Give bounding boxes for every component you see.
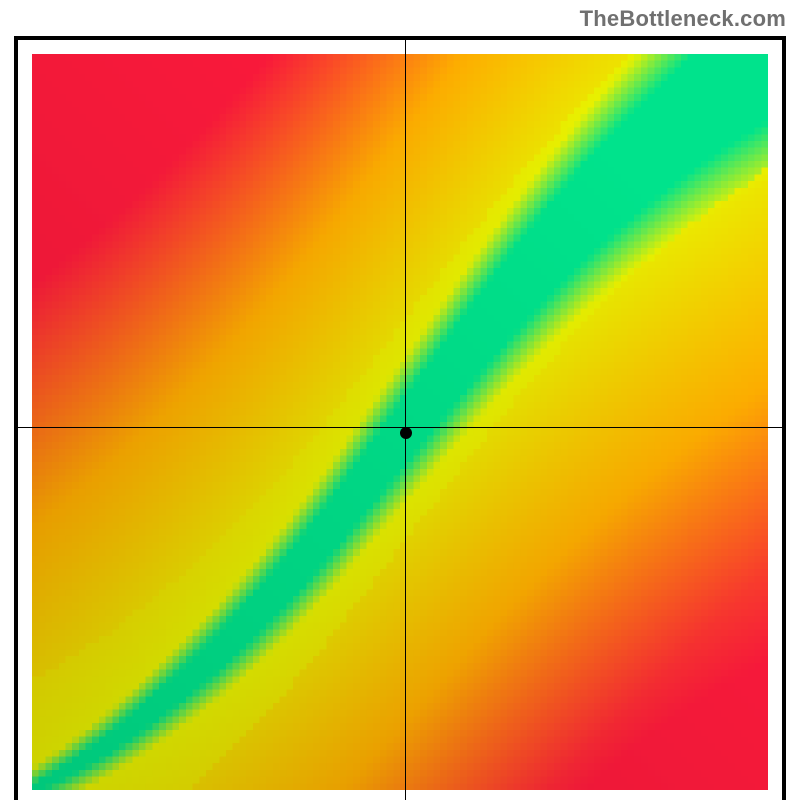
crosshair-vertical [405,40,406,800]
attribution-text: TheBottleneck.com [580,6,786,32]
chart-container: TheBottleneck.com [0,0,800,800]
crosshair-horizontal [18,427,782,428]
plot-border [14,36,786,800]
marker-point [400,427,412,439]
